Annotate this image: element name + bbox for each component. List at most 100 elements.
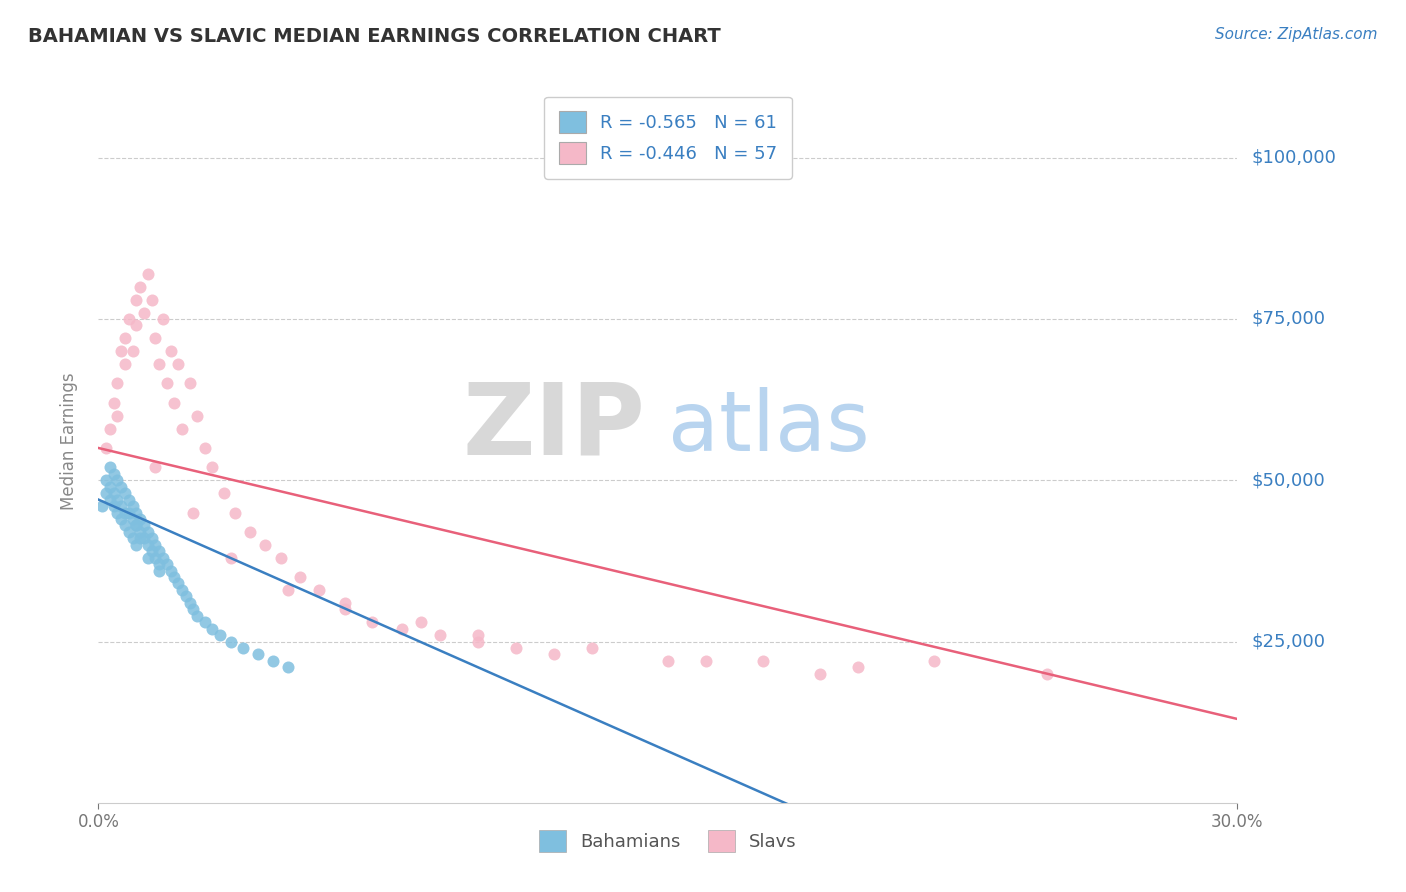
- Point: [163, 570, 186, 584]
- Point: [221, 634, 243, 648]
- Point: [98, 422, 121, 436]
- Point: [125, 518, 148, 533]
- Point: [98, 480, 121, 494]
- Point: [148, 564, 170, 578]
- Point: [145, 460, 167, 475]
- Text: $100,000: $100,000: [1251, 149, 1336, 167]
- Point: [121, 344, 143, 359]
- Point: [208, 628, 231, 642]
- Point: [129, 279, 152, 293]
- Point: [467, 634, 489, 648]
- Point: [94, 441, 117, 455]
- Point: [201, 460, 224, 475]
- Point: [125, 318, 148, 333]
- Point: [922, 654, 945, 668]
- Point: [145, 550, 167, 565]
- Point: [246, 648, 269, 662]
- Point: [125, 293, 148, 307]
- Text: $75,000: $75,000: [1251, 310, 1326, 328]
- Point: [136, 267, 159, 281]
- Point: [94, 486, 117, 500]
- Point: [543, 648, 565, 662]
- Point: [808, 666, 831, 681]
- Point: [159, 564, 181, 578]
- Point: [136, 550, 159, 565]
- Point: [335, 602, 357, 616]
- Text: atlas: atlas: [668, 386, 869, 467]
- Point: [183, 506, 205, 520]
- Point: [179, 376, 201, 391]
- Text: BAHAMIAN VS SLAVIC MEDIAN EARNINGS CORRELATION CHART: BAHAMIAN VS SLAVIC MEDIAN EARNINGS CORRE…: [28, 27, 721, 45]
- Point: [163, 396, 186, 410]
- Point: [156, 376, 179, 391]
- Point: [98, 460, 121, 475]
- Point: [136, 538, 159, 552]
- Point: [288, 570, 311, 584]
- Point: [94, 473, 117, 487]
- Point: [170, 582, 193, 597]
- Point: [118, 492, 141, 507]
- Point: [98, 492, 121, 507]
- Point: [224, 506, 246, 520]
- Point: [91, 499, 114, 513]
- Point: [262, 654, 284, 668]
- Point: [129, 531, 152, 545]
- Point: [695, 654, 717, 668]
- Point: [254, 538, 277, 552]
- Point: [170, 422, 193, 436]
- Point: [1036, 666, 1059, 681]
- Point: [107, 409, 129, 423]
- Point: [129, 512, 152, 526]
- Point: [121, 531, 143, 545]
- Point: [110, 512, 132, 526]
- Point: [152, 550, 174, 565]
- Point: [114, 357, 136, 371]
- Point: [145, 331, 167, 345]
- Point: [186, 608, 208, 623]
- Point: [194, 441, 217, 455]
- Point: [121, 512, 143, 526]
- Point: [114, 486, 136, 500]
- Point: [125, 538, 148, 552]
- Point: [657, 654, 679, 668]
- Point: [132, 305, 155, 319]
- Point: [335, 596, 357, 610]
- Point: [141, 531, 163, 545]
- Point: [118, 506, 141, 520]
- Point: [107, 506, 129, 520]
- Point: [125, 506, 148, 520]
- Point: [118, 524, 141, 539]
- Point: [148, 357, 170, 371]
- Point: [107, 492, 129, 507]
- Point: [467, 628, 489, 642]
- Point: [107, 473, 129, 487]
- Point: [114, 331, 136, 345]
- Point: [752, 654, 775, 668]
- Point: [132, 531, 155, 545]
- Text: $50,000: $50,000: [1251, 471, 1324, 489]
- Text: ZIP: ZIP: [463, 378, 645, 475]
- Text: $25,000: $25,000: [1251, 632, 1326, 650]
- Point: [103, 396, 125, 410]
- Point: [114, 506, 136, 520]
- Point: [505, 640, 527, 655]
- Point: [129, 524, 152, 539]
- Point: [121, 499, 143, 513]
- Point: [110, 344, 132, 359]
- Point: [103, 499, 125, 513]
- Point: [846, 660, 869, 674]
- Point: [159, 344, 181, 359]
- Point: [391, 622, 413, 636]
- Point: [277, 660, 299, 674]
- Point: [201, 622, 224, 636]
- Point: [110, 499, 132, 513]
- Point: [167, 576, 190, 591]
- Point: [114, 518, 136, 533]
- Legend: Bahamians, Slavs: Bahamians, Slavs: [531, 822, 804, 859]
- Point: [148, 557, 170, 571]
- Point: [360, 615, 382, 630]
- Point: [232, 640, 254, 655]
- Point: [183, 602, 205, 616]
- Point: [125, 518, 148, 533]
- Point: [174, 590, 197, 604]
